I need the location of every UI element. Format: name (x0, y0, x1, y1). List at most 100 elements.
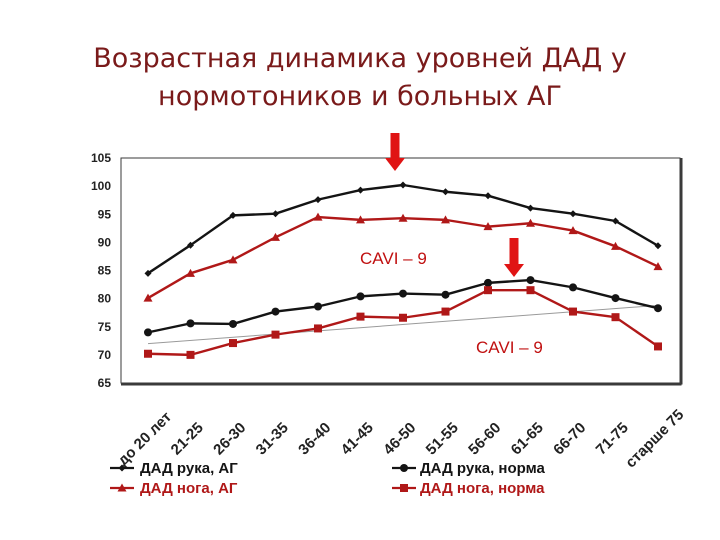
y-tick-label: 75 (98, 320, 112, 334)
y-tick-label: 105 (91, 151, 111, 165)
x-tick-label: 61-65 (508, 419, 547, 458)
data-point-diamond (187, 241, 194, 249)
legend-item: ДАД нога, норма (392, 480, 545, 497)
data-point-square (186, 350, 195, 359)
data-point-square (271, 330, 280, 339)
data-point-diamond (569, 210, 577, 218)
annotation-group: CAVI – 9 CAVI – 9 (360, 133, 543, 357)
x-tick-label: 26-30 (210, 419, 249, 458)
data-point-triangle (186, 268, 195, 277)
data-point-circle (186, 319, 195, 328)
data-point-circle (356, 292, 365, 301)
data-point-circle (229, 319, 237, 328)
data-point-diamond (527, 204, 534, 212)
slide-title: Возрастная динамика уровней ДАД у нормот… (0, 40, 720, 116)
data-point-circle (144, 328, 152, 337)
x-tick-label: 31-35 (253, 419, 292, 458)
arrow-down-icon (504, 264, 524, 277)
data-point-diamond (399, 181, 407, 189)
data-point-circle (441, 290, 450, 299)
legend-label: ДАД нога, АГ (140, 480, 238, 497)
x-tick-label: 36-40 (295, 419, 334, 458)
legend-label: ДАД рука, АГ (140, 460, 238, 477)
x-tick-label: 66-70 (550, 419, 589, 458)
plot-area-frame (120, 157, 681, 384)
cavi-annotation: CAVI – 9 (360, 249, 427, 268)
data-point-square (314, 324, 322, 333)
data-point-triangle (483, 222, 493, 231)
series-line (147, 288, 659, 357)
x-tick-label: 71-75 (593, 419, 632, 458)
series-group (143, 181, 663, 359)
data-point-square (526, 286, 535, 295)
data-point-diamond (229, 211, 237, 219)
y-tick-label: 85 (98, 264, 112, 278)
x-tick-label: старше 75 (622, 406, 687, 471)
data-point-square (144, 349, 152, 358)
data-point-triangle (313, 212, 323, 221)
legend: ДАД рука, АГ ДАД рука, норма ДАД нога, АГ Д… (110, 460, 546, 497)
data-point-circle (400, 464, 408, 472)
series-4 (144, 286, 662, 359)
x-tick-label: 56-60 (465, 419, 504, 458)
y-tick-label: 70 (98, 348, 112, 362)
legend-label: ДАД рука, норма (420, 460, 546, 477)
y-axis-ticks: 105 100 95 90 85 80 75 70 65 (91, 151, 111, 390)
data-point-square (229, 339, 237, 348)
series-2 (144, 276, 662, 337)
x-tick-label: 41-45 (338, 419, 377, 458)
data-point-square (569, 307, 577, 316)
legend-item: ДАД рука, АГ (110, 460, 238, 477)
arrow-down-icon (385, 158, 405, 171)
legend-item: ДАД рука, норма (392, 460, 546, 477)
data-point-circle (569, 283, 577, 292)
legend-item: ДАД нога, АГ (110, 480, 238, 497)
data-point-diamond (118, 464, 126, 472)
y-tick-label: 90 (98, 235, 112, 249)
data-point-square (611, 313, 620, 322)
data-point-diamond (484, 192, 492, 200)
slide-title-line-2: нормотоников и больных АГ (158, 81, 562, 112)
data-point-triangle (356, 215, 365, 224)
data-point-diamond (272, 210, 279, 218)
arrow-down-icon (390, 133, 400, 159)
data-point-circle (611, 294, 620, 303)
y-tick-label: 80 (98, 292, 112, 306)
data-point-circle (484, 278, 492, 287)
data-point-diamond (144, 269, 152, 277)
y-tick-label: 100 (91, 179, 111, 193)
data-point-triangle (526, 218, 535, 227)
data-point-triangle (611, 241, 620, 250)
data-point-diamond (314, 196, 322, 204)
data-point-circle (314, 302, 322, 311)
data-point-circle (654, 304, 662, 313)
data-point-square (484, 286, 492, 295)
data-point-square (400, 484, 408, 492)
y-tick-label: 95 (98, 207, 112, 221)
data-point-triangle (398, 213, 408, 222)
data-point-triangle (228, 255, 238, 264)
data-point-triangle (271, 232, 280, 241)
data-point-square (654, 342, 662, 351)
data-point-triangle (143, 293, 153, 302)
data-point-square (356, 312, 365, 321)
data-point-diamond (357, 186, 364, 194)
data-point-triangle (568, 226, 578, 235)
data-point-square (441, 307, 450, 316)
data-point-circle (271, 307, 280, 316)
series-3 (143, 212, 663, 302)
data-point-diamond (442, 188, 449, 196)
data-point-diamond (612, 217, 619, 225)
data-point-triangle (653, 262, 663, 271)
y-tick-label: 65 (98, 376, 112, 390)
cavi-annotation: CAVI – 9 (476, 338, 543, 357)
data-point-triangle (117, 483, 127, 492)
slide-title-line-1: Возрастная динамика уровней ДАД у (93, 43, 627, 74)
x-tick-label: 51-55 (423, 419, 462, 458)
x-tick-label: 46-50 (380, 419, 419, 458)
data-point-circle (526, 276, 535, 285)
arrow-down-icon (509, 238, 519, 265)
series-1 (144, 181, 662, 277)
data-point-triangle (441, 215, 450, 224)
